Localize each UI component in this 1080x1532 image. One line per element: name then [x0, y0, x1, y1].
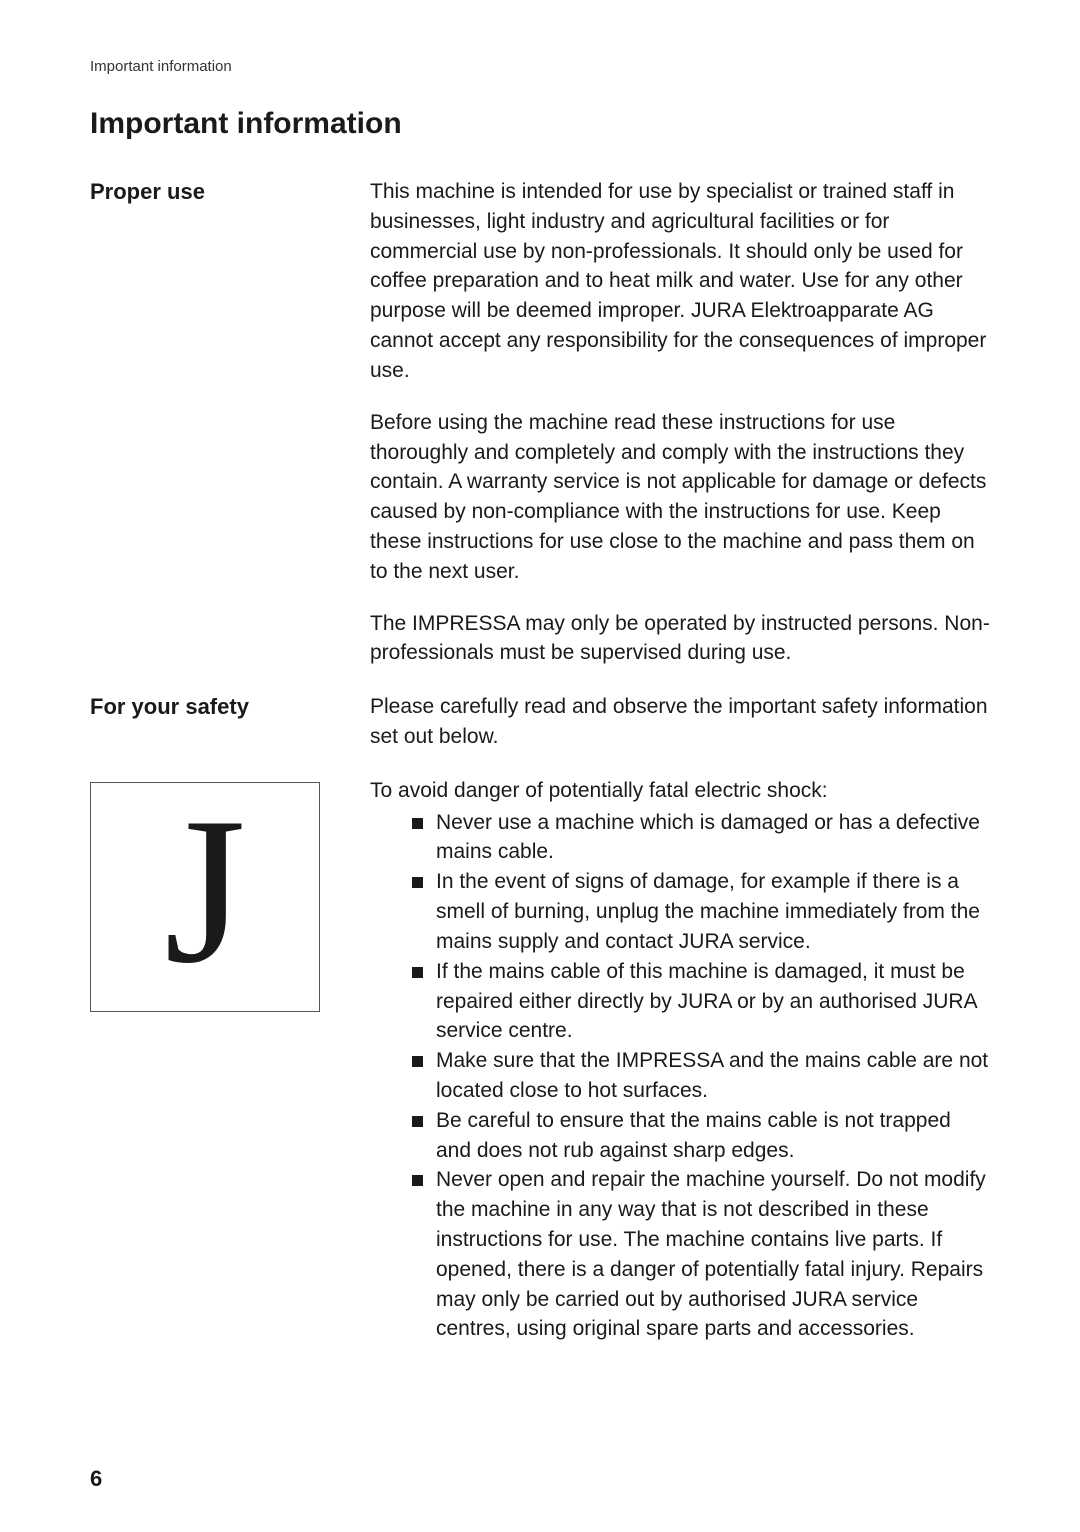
page-number: 6: [90, 1466, 102, 1492]
list-item: Make sure that the IMPRESSA and the main…: [412, 1046, 990, 1106]
safety-bullet-list: Never use a machine which is damaged or …: [370, 808, 990, 1345]
safety-intro-para: Please carefully read and observe the im…: [370, 692, 990, 752]
list-item: If the mains cable of this machine is da…: [412, 957, 990, 1046]
proper-use-para-1: This machine is intended for use by spec…: [370, 177, 990, 386]
safety-list-intro: To avoid danger of potentially fatal ele…: [370, 776, 990, 806]
running-head: Important information: [90, 58, 990, 75]
section-title: Important information: [90, 107, 990, 141]
warning-box: J: [90, 782, 320, 1012]
list-item: Be careful to ensure that the mains cabl…: [412, 1106, 990, 1166]
list-item: Never use a machine which is damaged or …: [412, 808, 990, 868]
proper-use-block: Proper use This machine is intended for …: [90, 177, 990, 668]
proper-use-para-2: Before using the machine read these inst…: [370, 408, 990, 587]
proper-use-para-3: The IMPRESSA may only be operated by ins…: [370, 609, 990, 669]
safety-intro-block: For your safety Please carefully read an…: [90, 692, 990, 752]
warning-glyph-icon: J: [164, 786, 246, 996]
safety-warning-block: J To avoid danger of potentially fatal e…: [90, 776, 990, 1344]
proper-use-heading: Proper use: [90, 177, 350, 207]
list-item: Never open and repair the machine yourse…: [412, 1165, 990, 1344]
list-item: In the event of signs of damage, for exa…: [412, 867, 990, 956]
safety-heading: For your safety: [90, 692, 350, 722]
